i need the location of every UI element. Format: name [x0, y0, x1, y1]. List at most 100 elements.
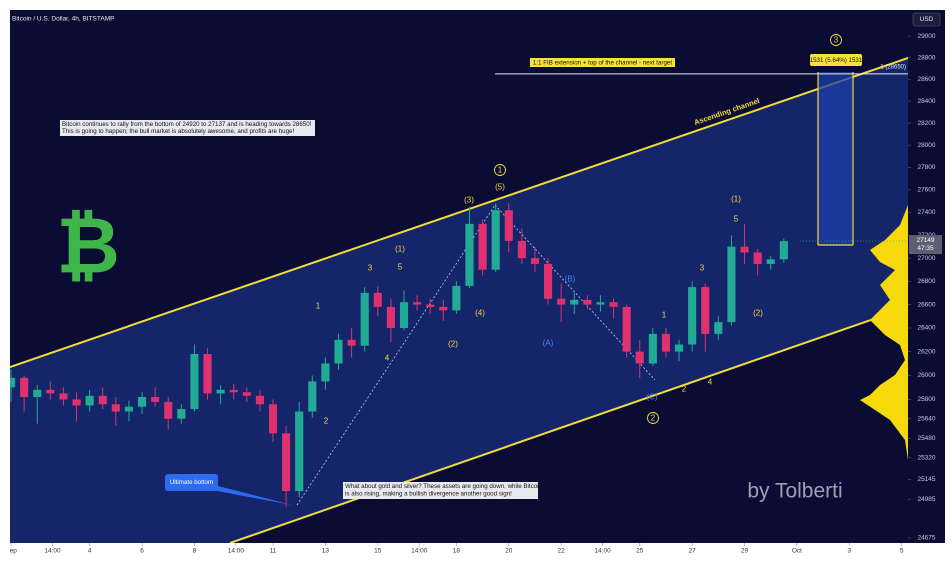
x-tick-label: 14:00 — [228, 548, 245, 555]
candle-body — [517, 240, 526, 259]
wave-label: 1 — [498, 166, 503, 175]
x-axis: Sep 14:00 4 6 8 14:00 11 13 15 14:00 18 20 22 14:00 25… — [10, 543, 904, 555]
fib-label-box — [530, 58, 675, 67]
candle-body — [478, 223, 487, 270]
x-tick-label: 20 — [505, 548, 513, 555]
candle-body — [164, 401, 173, 419]
y-tick-label: 27000 — [917, 255, 935, 262]
target-label: 1 (28650) — [880, 64, 906, 70]
x-tick-label: 6 — [140, 548, 144, 555]
wave-circle — [647, 412, 659, 424]
y-tick-label: 26000 — [917, 372, 935, 379]
candle-body — [137, 397, 147, 407]
wave-label: 3 — [834, 36, 839, 45]
x-tick-label: 22 — [558, 548, 566, 555]
y-tick-label: 25320 — [917, 455, 935, 462]
wave-circle — [494, 164, 506, 176]
y-tick-label: 24675 — [917, 535, 935, 542]
candle-body — [399, 302, 409, 328]
wave-label: (C) — [646, 393, 657, 402]
last-price: 27149 — [916, 237, 934, 244]
currency[interactable]: USD — [920, 16, 934, 23]
candle-body — [111, 404, 120, 412]
wave-label: (5) — [495, 183, 505, 192]
candle-body — [295, 411, 304, 492]
candle-body — [596, 302, 605, 305]
currency-box[interactable] — [912, 12, 941, 27]
wave-label: (A) — [543, 339, 554, 348]
x-tick-label: 13 — [322, 548, 330, 555]
y-tick-label: 27800 — [917, 164, 935, 171]
chart-title: Bitcoin / U.S. Dollar, 4h, BITSTAMP — [12, 16, 114, 23]
candle-body — [360, 292, 369, 346]
candle-body — [190, 354, 199, 410]
candle-body — [33, 389, 42, 398]
candle-body — [714, 322, 723, 334]
wave-label: 1 — [662, 311, 667, 320]
candle-body — [334, 339, 343, 364]
candle-body — [229, 389, 238, 393]
x-tick-label: 14:00 — [594, 548, 611, 555]
candle-body — [386, 306, 395, 328]
candle-body — [216, 389, 225, 394]
bottom-label: Ultimate bottom — [170, 479, 213, 486]
wave-label: (1) — [731, 195, 741, 204]
note-box — [343, 482, 538, 499]
y-tick-label: 29000 — [917, 33, 935, 40]
candle-body — [661, 333, 671, 352]
y-tick-label: 24985 — [917, 496, 935, 503]
measure-box — [810, 54, 862, 66]
channel-upper — [10, 57, 908, 368]
candle-body — [98, 395, 107, 405]
candle-body — [635, 351, 644, 364]
wave-circle — [830, 34, 842, 46]
wave-label: (2) — [753, 309, 763, 318]
candle-body — [10, 377, 16, 388]
note-line: This is going to happen; the bull market… — [62, 128, 294, 135]
candle-body — [413, 302, 422, 305]
wave-label: 2 — [682, 385, 687, 394]
candle-body — [308, 381, 317, 412]
candle-body — [177, 409, 186, 419]
wave-label: 4 — [385, 354, 390, 363]
plot-area — [10, 57, 908, 543]
x-tick-label: 14:00 — [411, 548, 428, 555]
y-tick-label: 26200 — [917, 348, 935, 355]
wave-label: 3 — [700, 264, 705, 273]
x-tick-label: 18 — [453, 548, 461, 555]
y-tick-label: 28000 — [917, 142, 935, 149]
candle-body — [59, 393, 68, 400]
wave-label: (2) — [448, 340, 458, 349]
candle-body — [242, 392, 251, 396]
wave-label: (1) — [395, 245, 405, 254]
candle-body — [347, 339, 356, 346]
candle-body — [465, 223, 474, 286]
candle-body — [439, 306, 448, 311]
candle-body — [124, 406, 133, 412]
candle-body — [72, 399, 81, 406]
x-tick-label: Oct — [792, 548, 802, 555]
y-tick-label: 27400 — [917, 209, 935, 216]
channel-lower — [229, 306, 908, 543]
candle-body — [373, 292, 382, 307]
note-line: What about gold and silver? These assets… — [345, 483, 543, 490]
x-tick-label: 25 — [636, 548, 644, 555]
candle-body — [426, 304, 435, 307]
candle-body — [544, 263, 553, 299]
candle-body — [530, 258, 540, 264]
note-line: Bitcoin continues to rally from the bott… — [62, 121, 312, 128]
wave-label: 1 — [316, 302, 321, 311]
candle-body — [622, 306, 631, 352]
candle-body — [648, 333, 657, 364]
wave-label: 5 — [734, 215, 739, 224]
candle-body — [557, 298, 566, 305]
candle-body — [20, 377, 29, 398]
candle-body — [779, 241, 788, 260]
x-tick-label: 11 — [270, 548, 277, 555]
candle-body — [688, 287, 697, 345]
signature: by Tolberti — [747, 480, 842, 503]
candle-body — [570, 299, 579, 305]
y-tick-label: 28400 — [917, 98, 935, 105]
measure-label: 1531 (5.64%) 1531 — [810, 57, 863, 64]
last-price-box — [909, 235, 942, 255]
